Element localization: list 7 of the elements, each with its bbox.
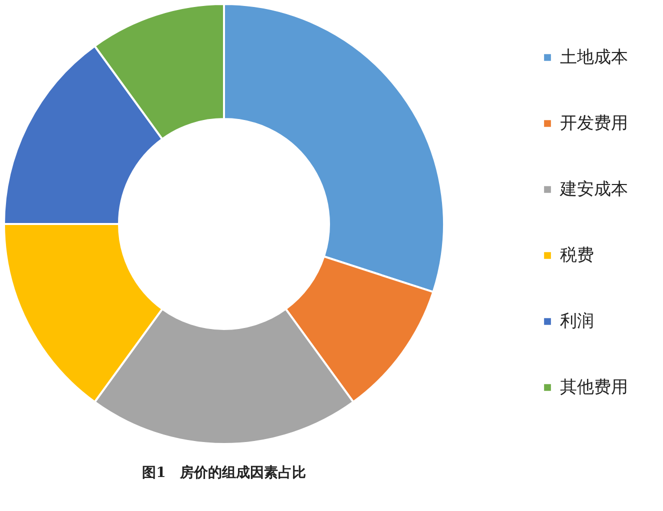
- legend-label: 税费: [560, 246, 594, 266]
- legend-label: 土地成本: [560, 48, 628, 68]
- text: 图1 房价的组成因素占比: [142, 464, 306, 481]
- legend-label: 建安成本: [559, 180, 628, 200]
- legend-label: 开发费用: [560, 114, 628, 134]
- legend-label: 其他费用: [560, 378, 628, 398]
- legend-label: 利润: [560, 312, 594, 332]
